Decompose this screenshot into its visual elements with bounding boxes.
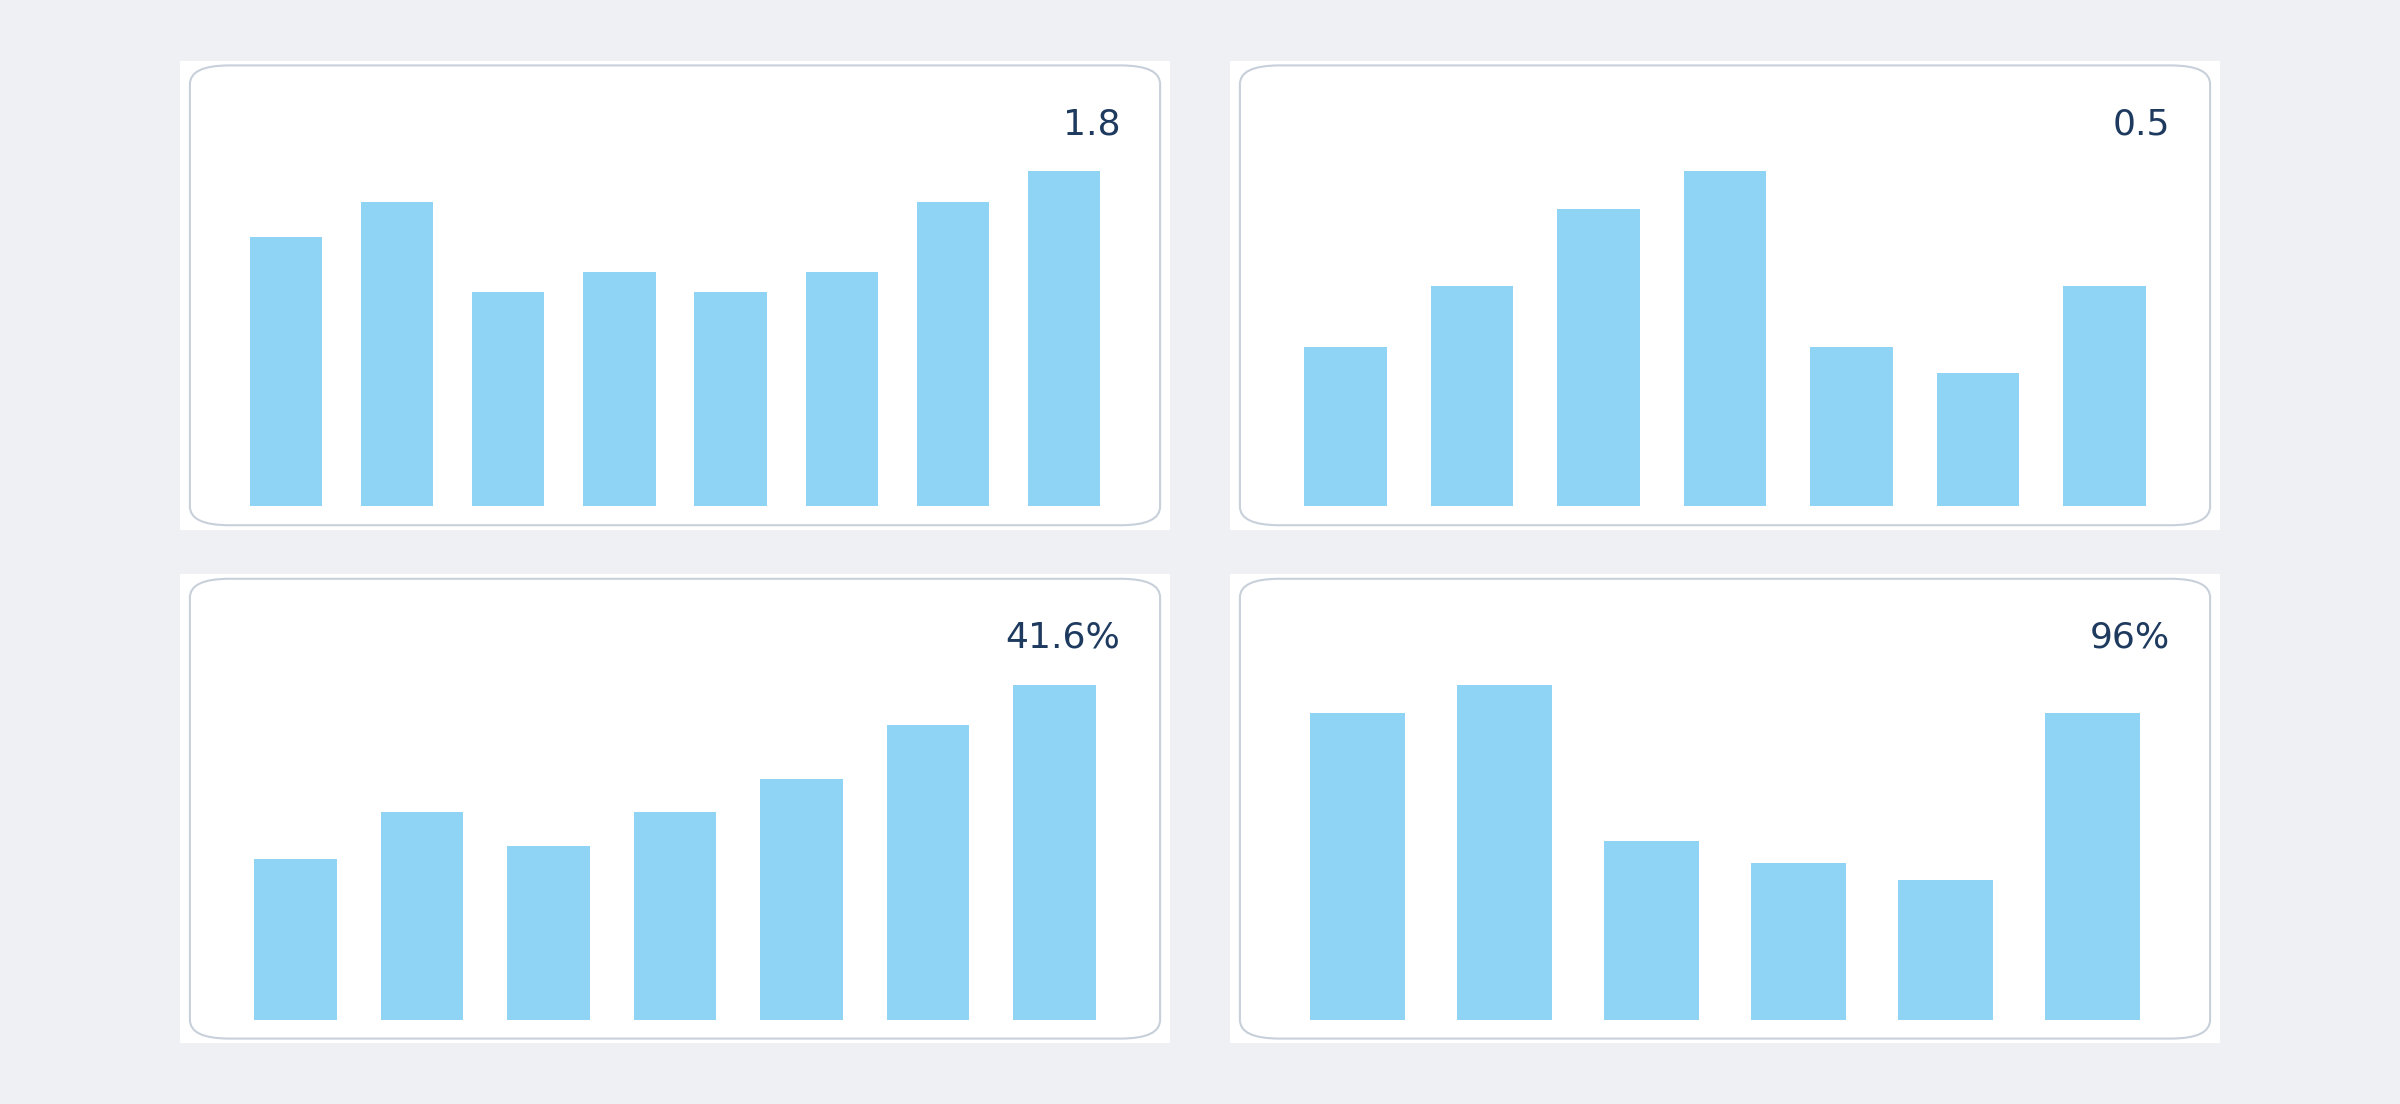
Bar [917,202,989,507]
Bar [1898,880,1992,1020]
Bar [1310,712,1406,1020]
Bar [254,859,336,1020]
Text: 96%: 96% [2090,620,2170,655]
Bar [761,778,842,1020]
Bar [382,813,463,1020]
Bar [888,725,970,1020]
Bar [2045,712,2141,1020]
Bar [2064,286,2146,507]
FancyBboxPatch shape [190,578,1159,1039]
FancyBboxPatch shape [1241,65,2210,526]
FancyBboxPatch shape [1241,578,2210,1039]
Bar [1303,347,1387,507]
Bar [1750,863,1846,1020]
Bar [250,237,322,507]
Text: 1.8: 1.8 [1063,108,1121,141]
Bar [1430,286,1512,507]
Text: 0.5: 0.5 [2112,108,2170,141]
Bar [506,846,590,1020]
Bar [634,813,715,1020]
Bar [1013,684,1097,1020]
Bar [1558,210,1639,507]
Bar [1027,171,1099,507]
Text: 41.6%: 41.6% [1006,620,1121,655]
FancyBboxPatch shape [190,65,1159,526]
Bar [1810,347,1894,507]
Bar [473,293,545,507]
Bar [806,272,878,507]
Bar [362,202,434,507]
Bar [1457,684,1553,1020]
Bar [694,293,766,507]
Bar [583,272,655,507]
Bar [1685,171,1766,507]
Bar [1937,373,2018,507]
Bar [1603,841,1699,1020]
